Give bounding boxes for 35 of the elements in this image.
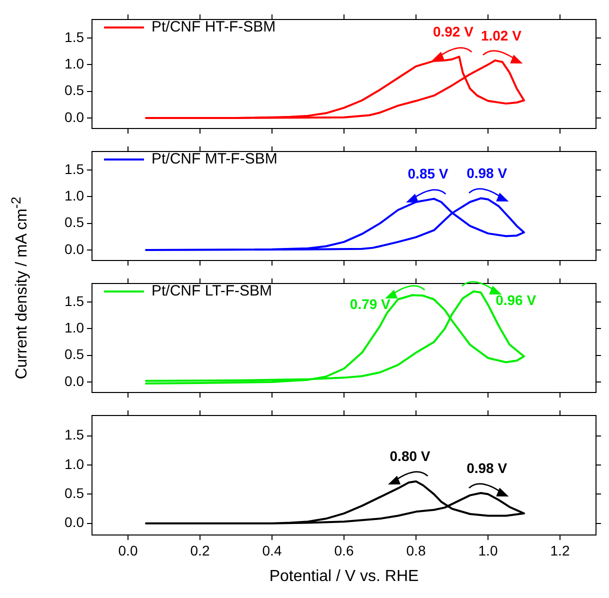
y-tick-label: 1.0 xyxy=(64,456,84,472)
x-tick-label: 1.2 xyxy=(550,542,570,558)
x-tick-label: 1.0 xyxy=(478,542,498,558)
legend-label: Pt/CNF HT-F-SBM xyxy=(152,18,276,36)
y-tick-label: 1.5 xyxy=(64,160,84,177)
x-tick-label: 0.8 xyxy=(406,542,426,558)
y-tick-label: 1.5 xyxy=(64,292,84,309)
x-tick-label: 0.0 xyxy=(118,542,138,558)
x-tick-label: 0.6 xyxy=(334,542,354,558)
y-tick-label: 1.5 xyxy=(64,426,84,443)
annotation: 0.96 V xyxy=(496,292,537,308)
annotation: 0.98 V xyxy=(466,460,508,476)
annotation: 0.92 V xyxy=(432,24,474,40)
annotation: 0.98 V xyxy=(466,165,508,182)
annotation: 1.02 V xyxy=(480,27,522,44)
y-tick-label: 0.5 xyxy=(64,82,84,98)
y-tick-label: 1.0 xyxy=(64,188,84,204)
legend-label: Pt/CNF LT-F-SBM xyxy=(152,282,272,300)
x-axis-title: Potential / V vs. RHE xyxy=(269,568,419,585)
y-tick-label: 0.0 xyxy=(64,372,84,389)
y-tick-label: 0.0 xyxy=(64,240,84,257)
y-tick-label: 0.5 xyxy=(64,214,84,230)
x-tick-label: 0.4 xyxy=(262,542,282,558)
x-tick-label: 0.2 xyxy=(190,542,210,558)
annotation: 0.85 V xyxy=(408,166,449,182)
y-tick-label: 0.0 xyxy=(64,108,84,125)
legend-label: Pt/CNF MT-F-SBM xyxy=(152,150,278,168)
y-tick-label: 0.5 xyxy=(64,485,84,502)
y-tick-label: 1.5 xyxy=(64,28,84,45)
y-tick-label: 0.5 xyxy=(64,346,84,362)
annotation: 0.79 V xyxy=(350,296,392,312)
y-tick-label: 1.0 xyxy=(64,320,84,336)
annotation: 0.80 V xyxy=(390,448,431,464)
y-tick-label: 0.0 xyxy=(64,514,84,530)
y-tick-label: 1.0 xyxy=(64,56,84,72)
